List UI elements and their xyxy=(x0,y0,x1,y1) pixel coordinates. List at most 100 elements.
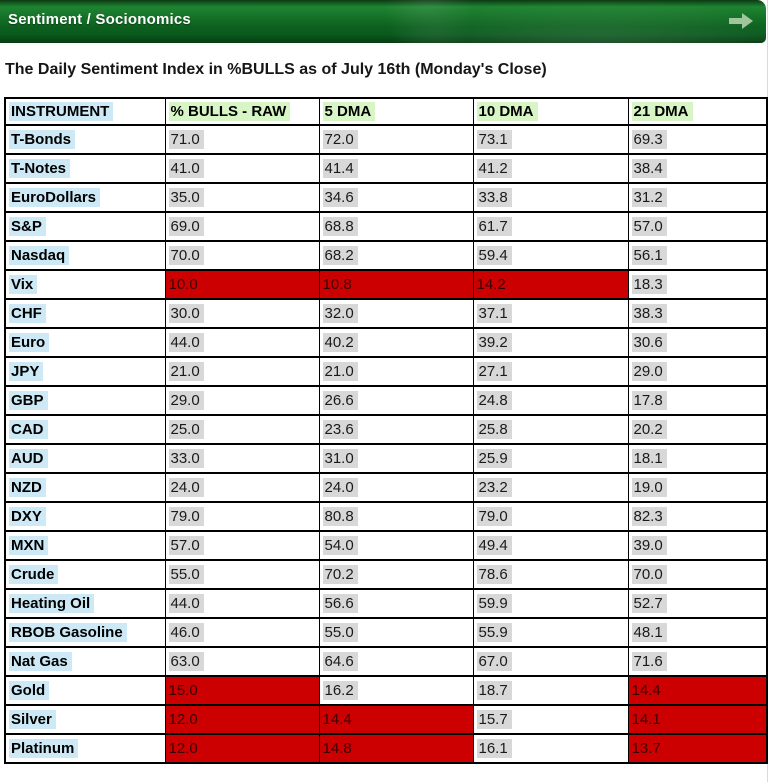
value-cell: 39.2 xyxy=(472,327,629,358)
value-label: 61.7 xyxy=(476,217,512,236)
value-cell: 14.1 xyxy=(627,704,768,735)
value-label: 23.6 xyxy=(322,420,358,439)
instrument-cell: Euro xyxy=(4,327,166,358)
table-row: T-Bonds 71.0 72.0 73.1 69.3 xyxy=(4,124,768,155)
value-label: 24.0 xyxy=(168,478,204,497)
value-cell: 59.4 xyxy=(472,240,629,271)
value-cell: 13.7 xyxy=(627,733,768,764)
value-label: 80.8 xyxy=(322,507,358,526)
value-cell: 56.1 xyxy=(627,240,768,271)
instrument-label: MXN xyxy=(9,536,49,555)
table-row: Heating Oil 44.0 56.6 59.9 52.7 xyxy=(4,588,768,619)
value-label: 30.0 xyxy=(168,304,204,323)
instrument-label: Euro xyxy=(9,333,50,352)
value-cell: 23.2 xyxy=(472,472,629,503)
value-cell: 57.0 xyxy=(627,211,768,242)
instrument-cell: T-Bonds xyxy=(4,124,166,155)
value-cell: 17.8 xyxy=(627,385,768,416)
instrument-cell: S&P xyxy=(4,211,166,242)
value-label: 44.0 xyxy=(168,333,204,352)
value-label: 41.4 xyxy=(322,159,358,178)
value-label: 31.0 xyxy=(322,449,358,468)
instrument-cell: Nat Gas xyxy=(4,646,166,677)
value-label: 24.0 xyxy=(322,478,358,497)
value-cell: 71.0 xyxy=(164,124,320,155)
value-cell: 21.0 xyxy=(318,356,474,387)
value-cell: 14.8 xyxy=(318,733,474,764)
value-label: 19.0 xyxy=(631,478,667,497)
table-row: S&P 69.0 68.8 61.7 57.0 xyxy=(4,211,768,242)
instrument-cell: CHF xyxy=(4,298,166,329)
instrument-cell: MXN xyxy=(4,530,166,561)
value-cell: 71.6 xyxy=(627,646,768,677)
table-row: JPY 21.0 21.0 27.1 29.0 xyxy=(4,356,768,387)
instrument-label: CAD xyxy=(9,420,48,439)
instrument-cell: RBOB Gasoline xyxy=(4,617,166,648)
value-cell: 49.4 xyxy=(472,530,629,561)
value-label: 16.1 xyxy=(476,739,512,758)
instrument-label: T-Notes xyxy=(9,159,71,178)
value-label: 59.9 xyxy=(476,594,512,613)
value-label: 15.7 xyxy=(476,710,512,729)
value-cell: 16.1 xyxy=(472,733,629,764)
table-row: AUD 33.0 31.0 25.9 18.1 xyxy=(4,443,768,474)
value-label: 33.0 xyxy=(168,449,204,468)
value-label: 73.1 xyxy=(476,130,512,149)
value-label: 57.0 xyxy=(631,217,667,236)
value-cell: 39.0 xyxy=(627,530,768,561)
column-header-label: 5 DMA xyxy=(322,102,376,121)
value-cell: 15.0 xyxy=(164,675,320,706)
value-cell: 19.0 xyxy=(627,472,768,503)
table-row: T-Notes 41.0 41.4 41.2 38.4 xyxy=(4,153,768,184)
value-label: 34.6 xyxy=(322,188,358,207)
value-label: 55.9 xyxy=(476,623,512,642)
table-row: EuroDollars 35.0 34.6 33.8 31.2 xyxy=(4,182,768,213)
value-cell: 18.7 xyxy=(472,675,629,706)
value-cell: 69.3 xyxy=(627,124,768,155)
column-header-label: INSTRUMENT xyxy=(9,102,114,121)
value-label: 48.1 xyxy=(631,623,667,642)
value-label: 20.2 xyxy=(631,420,667,439)
value-cell: 34.6 xyxy=(318,182,474,213)
value-cell: 18.1 xyxy=(627,443,768,474)
value-cell: 31.2 xyxy=(627,182,768,213)
value-cell: 30.0 xyxy=(164,298,320,329)
value-cell: 61.7 xyxy=(472,211,629,242)
instrument-cell: DXY xyxy=(4,501,166,532)
value-cell: 14.4 xyxy=(627,675,768,706)
value-label: 68.2 xyxy=(322,246,358,265)
value-cell: 55.0 xyxy=(164,559,320,590)
forward-arrow-icon[interactable] xyxy=(728,11,754,31)
section-title: Sentiment / Socionomics xyxy=(8,11,191,28)
value-label: 39.0 xyxy=(631,536,667,555)
value-cell: 40.2 xyxy=(318,327,474,358)
instrument-label: Silver xyxy=(9,710,56,729)
value-cell: 29.0 xyxy=(164,385,320,416)
value-label: 56.1 xyxy=(631,246,667,265)
value-label: 41.2 xyxy=(476,159,512,178)
value-cell: 59.9 xyxy=(472,588,629,619)
table-row: RBOB Gasoline 46.0 55.0 55.9 48.1 xyxy=(4,617,768,648)
instrument-cell: Silver xyxy=(4,704,166,735)
instrument-label: EuroDollars xyxy=(9,188,101,207)
value-cell: 68.2 xyxy=(318,240,474,271)
table-row: MXN 57.0 54.0 49.4 39.0 xyxy=(4,530,768,561)
value-label: 21.0 xyxy=(322,362,358,381)
value-label: 38.4 xyxy=(631,159,667,178)
column-header-label: 10 DMA xyxy=(476,102,538,121)
instrument-cell: Platinum xyxy=(4,733,166,764)
value-cell: 10.0 xyxy=(164,269,320,300)
value-label: 29.0 xyxy=(631,362,667,381)
value-cell: 79.0 xyxy=(164,501,320,532)
value-label: 44.0 xyxy=(168,594,204,613)
value-cell: 41.4 xyxy=(318,153,474,184)
instrument-label: CHF xyxy=(9,304,46,323)
value-label: 40.2 xyxy=(322,333,358,352)
column-header-label: % BULLS - RAW xyxy=(168,102,291,121)
value-cell: 48.1 xyxy=(627,617,768,648)
value-label: 71.6 xyxy=(631,652,667,671)
table-row: Crude 55.0 70.2 78.6 70.0 xyxy=(4,559,768,590)
value-cell: 25.8 xyxy=(472,414,629,445)
value-label: 49.4 xyxy=(476,536,512,555)
